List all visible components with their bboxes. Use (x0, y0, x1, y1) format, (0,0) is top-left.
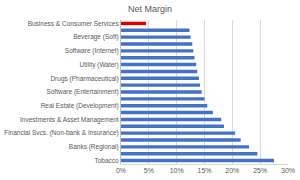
svg-text:Beverage (Soft): Beverage (Soft) (73, 33, 119, 41)
svg-text:Financial Svcs. (Non-bank & In: Financial Svcs. (Non-bank & Insurance) (4, 129, 119, 137)
svg-text:Drugs (Pharmaceutical): Drugs (Pharmaceutical) (50, 75, 118, 83)
svg-text:Business & Consumer Services: Business & Consumer Services (28, 20, 120, 27)
svg-text:10%: 10% (170, 167, 184, 174)
svg-text:Utility (Water): Utility (Water) (80, 61, 119, 69)
svg-text:Software (Internet): Software (Internet) (65, 47, 119, 55)
svg-text:30%: 30% (281, 167, 295, 174)
svg-text:20%: 20% (225, 167, 239, 174)
svg-text:Real Estate (Development): Real Estate (Development) (41, 102, 119, 110)
svg-text:15%: 15% (197, 167, 211, 174)
svg-text:0%: 0% (116, 167, 126, 174)
svg-text:25%: 25% (253, 167, 267, 174)
svg-text:Banks (Regional): Banks (Regional) (69, 143, 119, 151)
svg-text:Net Margin: Net Margin (128, 4, 172, 14)
svg-text:5%: 5% (144, 167, 154, 174)
svg-text:Investments & Asset Management: Investments & Asset Management (20, 116, 119, 124)
svg-text:Software (Entertainment): Software (Entertainment) (46, 88, 118, 96)
svg-text:Tobacco: Tobacco (94, 157, 119, 164)
